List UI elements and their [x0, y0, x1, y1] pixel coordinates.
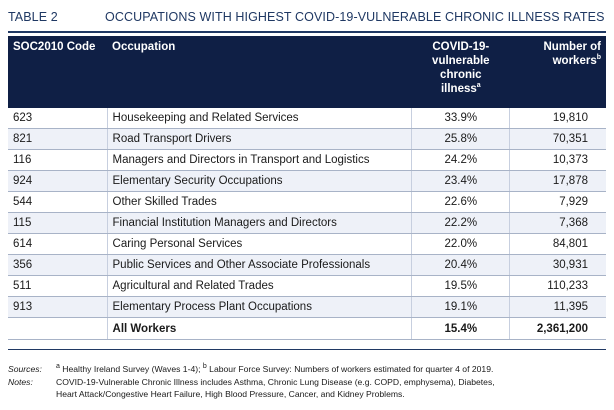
header-occupation: Occupation	[107, 36, 412, 108]
total-occupation: All Workers	[107, 317, 413, 340]
row-rate: 20.4%	[411, 254, 511, 276]
header-illness-rate: COVID-19- vulnerable chronic illnessa	[411, 36, 510, 108]
header-workers: Number of workersb	[509, 36, 606, 108]
title-divider	[8, 31, 606, 33]
sources-footnote-b: b	[202, 363, 207, 371]
header-soc-code: SOC2010 Code	[8, 36, 108, 108]
row-code: 116	[8, 149, 108, 171]
row-code: 511	[8, 275, 108, 297]
header-rate-line3: chronic	[440, 69, 482, 81]
row-occupation: Agricultural and Related Trades	[107, 275, 413, 297]
row-workers: 7,929	[509, 191, 606, 213]
notes-line: Notes: COVID-19-Vulnerable Chronic Illne…	[8, 376, 608, 389]
row-code: 356	[8, 254, 108, 276]
notes-text-2: Heart Attack/Congestive Heart Failure, H…	[56, 389, 405, 399]
row-occupation: Managers and Directors in Transport and …	[107, 149, 413, 171]
row-workers: 84,801	[509, 233, 606, 255]
table-row: 614 Caring Personal Services 22.0% 84,80…	[8, 233, 606, 255]
row-workers: 110,233	[509, 275, 606, 297]
sources-footnote-a: a	[56, 363, 60, 371]
total-row: All Workers 15.4% 2,361,200	[8, 317, 606, 340]
row-occupation: Other Skilled Trades	[107, 191, 413, 213]
row-workers: 17,878	[509, 170, 606, 192]
row-code: 821	[8, 128, 108, 150]
sources-line: Sources: a Healthy Ireland Survey (Waves…	[8, 363, 608, 376]
row-workers: 7,368	[509, 212, 606, 234]
row-code: 924	[8, 170, 108, 192]
table-row: 821 Road Transport Drivers 25.8% 70,351	[8, 128, 606, 150]
table-row: 115 Financial Institution Managers and D…	[8, 212, 606, 234]
row-rate: 24.2%	[411, 149, 511, 171]
table-row: 913 Elementary Process Plant Occupations…	[8, 296, 606, 318]
table-title-row: TABLE 2 OCCUPATIONS WITH HIGHEST COVID-1…	[8, 10, 606, 30]
row-workers: 10,373	[509, 149, 606, 171]
total-workers: 2,361,200	[509, 317, 606, 340]
row-occupation: Public Services and Other Associate Prof…	[107, 254, 413, 276]
header-rate-line1: COVID-19-	[432, 41, 490, 53]
table-number: TABLE 2	[8, 10, 58, 24]
row-code: 913	[8, 296, 108, 318]
table-row: 511 Agricultural and Related Trades 19.5…	[8, 275, 606, 297]
row-rate: 19.1%	[411, 296, 511, 318]
row-workers: 19,810	[509, 108, 606, 129]
row-occupation: Road Transport Drivers	[107, 128, 413, 150]
sources-b-text: Labour Force Survey: Numbers of workers …	[206, 364, 494, 374]
total-code	[8, 317, 108, 340]
row-rate: 22.6%	[411, 191, 511, 213]
table-header-row: SOC2010 Code Occupation COVID-19- vulner…	[8, 36, 606, 108]
row-occupation: Financial Institution Managers and Direc…	[107, 212, 413, 234]
table-title: OCCUPATIONS WITH HIGHEST COVID-19-VULNER…	[105, 10, 605, 24]
header-workers-footnote: b	[596, 54, 601, 62]
footnotes: Sources: a Healthy Ireland Survey (Waves…	[8, 363, 608, 401]
row-rate: 22.2%	[411, 212, 511, 234]
row-code: 115	[8, 212, 108, 234]
row-code: 614	[8, 233, 108, 255]
table-row: 356 Public Services and Other Associate …	[8, 254, 606, 276]
sources-label: Sources:	[8, 364, 42, 374]
row-rate: 23.4%	[411, 170, 511, 192]
table-row: 116 Managers and Directors in Transport …	[8, 149, 606, 171]
table-bottom-divider	[8, 349, 606, 350]
table-row: 924 Elementary Security Occupations 23.4…	[8, 170, 606, 192]
row-occupation: Housekeeping and Related Services	[107, 108, 413, 129]
row-workers: 70,351	[509, 128, 606, 150]
notes-line-2: Heart Attack/Congestive Heart Failure, H…	[8, 388, 608, 401]
row-workers: 30,931	[509, 254, 606, 276]
occupations-table: SOC2010 Code Occupation COVID-19- vulner…	[8, 36, 606, 340]
row-occupation: Caring Personal Services	[107, 233, 413, 255]
header-rate-footnote: a	[476, 82, 481, 90]
row-code: 544	[8, 191, 108, 213]
notes-label: Notes:	[8, 376, 33, 387]
header-rate-line4: illness	[440, 83, 477, 95]
row-rate: 22.0%	[411, 233, 511, 255]
row-code: 623	[8, 108, 108, 129]
table-row: 623 Housekeeping and Related Services 33…	[8, 108, 606, 129]
header-workers-line2: workers	[552, 55, 597, 67]
header-workers-line1: Number of	[543, 41, 602, 53]
total-rate: 15.4%	[411, 317, 511, 340]
row-rate: 19.5%	[411, 275, 511, 297]
sources-a-text: Healthy Ireland Survey (Waves 1-4);	[59, 364, 203, 374]
header-rate-line2: vulnerable	[432, 55, 490, 67]
row-occupation: Elementary Security Occupations	[107, 170, 413, 192]
notes-text-1: COVID-19-Vulnerable Chronic Illness incl…	[56, 376, 495, 387]
row-rate: 25.8%	[411, 128, 511, 150]
row-rate: 33.9%	[411, 108, 511, 129]
table-row: 544 Other Skilled Trades 22.6% 7,929	[8, 191, 606, 213]
row-occupation: Elementary Process Plant Occupations	[107, 296, 413, 318]
row-workers: 11,395	[509, 296, 606, 318]
